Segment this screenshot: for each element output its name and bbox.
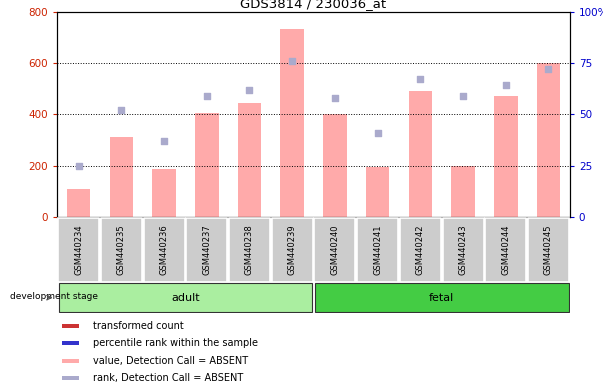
Bar <box>58 283 312 312</box>
Bar <box>238 103 261 217</box>
Text: GSM440245: GSM440245 <box>544 224 553 275</box>
Point <box>116 107 126 113</box>
Text: rank, Detection Call = ABSENT: rank, Detection Call = ABSENT <box>93 373 244 383</box>
Bar <box>144 218 185 281</box>
Bar <box>443 218 484 281</box>
Text: GSM440236: GSM440236 <box>160 224 169 275</box>
Text: percentile rank within the sample: percentile rank within the sample <box>93 338 258 348</box>
Title: GDS3814 / 230036_at: GDS3814 / 230036_at <box>241 0 387 10</box>
Text: transformed count: transformed count <box>93 321 184 331</box>
Text: GSM440242: GSM440242 <box>416 224 425 275</box>
Bar <box>110 137 133 217</box>
Point <box>245 86 254 93</box>
Point <box>202 93 212 99</box>
Point <box>288 58 297 64</box>
Bar <box>280 30 304 217</box>
Text: GSM440244: GSM440244 <box>501 224 510 275</box>
Bar <box>195 113 218 217</box>
Bar <box>323 114 347 217</box>
Text: GSM440238: GSM440238 <box>245 224 254 275</box>
Bar <box>58 218 99 281</box>
Text: GSM440235: GSM440235 <box>117 224 126 275</box>
Bar <box>451 166 475 217</box>
Bar <box>409 91 432 217</box>
Point <box>159 138 169 144</box>
Bar <box>272 218 313 281</box>
Text: GSM440240: GSM440240 <box>330 224 339 275</box>
Point <box>330 95 339 101</box>
Bar <box>63 376 80 381</box>
Point <box>501 83 511 89</box>
Bar <box>485 218 526 281</box>
Text: fetal: fetal <box>429 293 454 303</box>
Text: GSM440243: GSM440243 <box>458 224 467 275</box>
Bar <box>63 324 80 328</box>
Text: development stage: development stage <box>10 291 98 301</box>
Point <box>415 76 425 83</box>
Bar <box>537 63 560 217</box>
Bar <box>63 359 80 363</box>
Point <box>74 162 83 169</box>
Bar <box>400 218 441 281</box>
Text: GSM440241: GSM440241 <box>373 224 382 275</box>
Bar <box>229 218 270 281</box>
Bar <box>314 218 355 281</box>
Bar <box>494 96 517 217</box>
Text: value, Detection Call = ABSENT: value, Detection Call = ABSENT <box>93 356 248 366</box>
Point <box>373 130 382 136</box>
Bar <box>528 218 569 281</box>
Bar <box>63 341 80 345</box>
Point <box>458 93 468 99</box>
Bar <box>357 218 398 281</box>
Bar <box>153 169 176 217</box>
Text: GSM440237: GSM440237 <box>202 224 211 275</box>
Text: GSM440234: GSM440234 <box>74 224 83 275</box>
Bar <box>67 189 90 217</box>
Text: GSM440239: GSM440239 <box>288 224 297 275</box>
Text: adult: adult <box>171 293 200 303</box>
Bar <box>101 218 142 281</box>
Point <box>544 66 554 72</box>
Bar <box>366 167 390 217</box>
Bar <box>186 218 227 281</box>
Bar <box>315 283 569 312</box>
